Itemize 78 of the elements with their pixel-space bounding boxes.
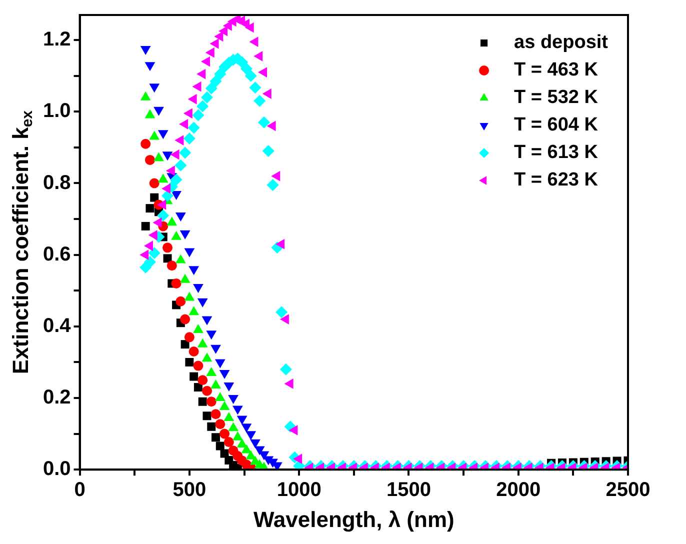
point xyxy=(171,278,182,288)
point xyxy=(202,412,212,420)
point xyxy=(193,360,204,371)
legend-label: T = 463 K xyxy=(514,60,598,81)
point xyxy=(215,419,226,430)
point xyxy=(241,444,252,454)
point xyxy=(176,296,186,306)
point xyxy=(202,386,212,396)
point xyxy=(206,330,217,340)
point xyxy=(214,359,226,368)
y-tick-label: 0.6 xyxy=(42,243,71,266)
point xyxy=(140,46,151,56)
point xyxy=(197,298,208,308)
x-axis-title: Wavelength, λ (nm) xyxy=(253,506,454,532)
x-tick-label: 0 xyxy=(74,479,86,502)
legend-label: T = 532 K xyxy=(514,87,598,108)
point xyxy=(158,130,168,140)
legend-label: T = 604 K xyxy=(514,114,598,136)
point xyxy=(163,254,172,263)
y-tick-label: 0.2 xyxy=(42,386,71,409)
legend-label: T = 613 K xyxy=(514,142,598,164)
x-tick-label: 2500 xyxy=(606,479,650,502)
point xyxy=(166,260,177,271)
x-tick-label: 2000 xyxy=(496,479,541,502)
point xyxy=(144,62,156,72)
point xyxy=(228,422,238,432)
point xyxy=(212,433,220,442)
point xyxy=(214,392,226,402)
point xyxy=(210,409,221,420)
point xyxy=(224,437,234,448)
x-tick-label: 500 xyxy=(172,479,206,502)
point xyxy=(202,316,212,326)
point xyxy=(210,344,221,354)
point xyxy=(207,422,216,431)
y-tick-label: 1.2 xyxy=(42,28,71,51)
point xyxy=(216,442,224,450)
point xyxy=(185,358,194,366)
point xyxy=(154,106,164,116)
point xyxy=(220,428,230,439)
point xyxy=(246,450,256,460)
point xyxy=(162,242,173,253)
y-tick-label: 1.0 xyxy=(42,100,71,122)
point xyxy=(180,230,190,240)
point xyxy=(206,396,216,407)
point xyxy=(149,178,160,188)
point xyxy=(146,204,154,213)
point xyxy=(180,340,190,349)
legend-label: as deposit xyxy=(514,32,609,54)
point xyxy=(175,212,186,222)
x-tick-label: 1500 xyxy=(386,479,431,502)
point xyxy=(184,332,194,342)
point xyxy=(236,438,248,448)
point xyxy=(150,193,159,202)
point xyxy=(141,222,150,230)
x-tick-label: 1000 xyxy=(276,479,322,502)
y-tick-label: 0.4 xyxy=(42,314,72,337)
point xyxy=(188,266,200,276)
point xyxy=(190,372,198,381)
point xyxy=(224,412,234,422)
y-tick-label: 0.0 xyxy=(42,458,71,480)
point xyxy=(194,383,202,392)
point xyxy=(232,431,243,440)
point xyxy=(162,152,173,161)
point xyxy=(149,84,160,93)
y-tick-label: 0.8 xyxy=(42,172,71,194)
point xyxy=(224,382,234,392)
point xyxy=(184,248,195,258)
point xyxy=(198,397,207,406)
point xyxy=(198,375,208,386)
point xyxy=(171,190,182,200)
point xyxy=(219,370,230,379)
point xyxy=(140,138,151,149)
legend-label: T = 623 K xyxy=(514,170,598,191)
point xyxy=(144,154,155,165)
point xyxy=(188,346,199,356)
point xyxy=(193,284,204,294)
point xyxy=(180,314,190,324)
y-axis-title: Extinction coefficient. kex xyxy=(8,110,36,374)
